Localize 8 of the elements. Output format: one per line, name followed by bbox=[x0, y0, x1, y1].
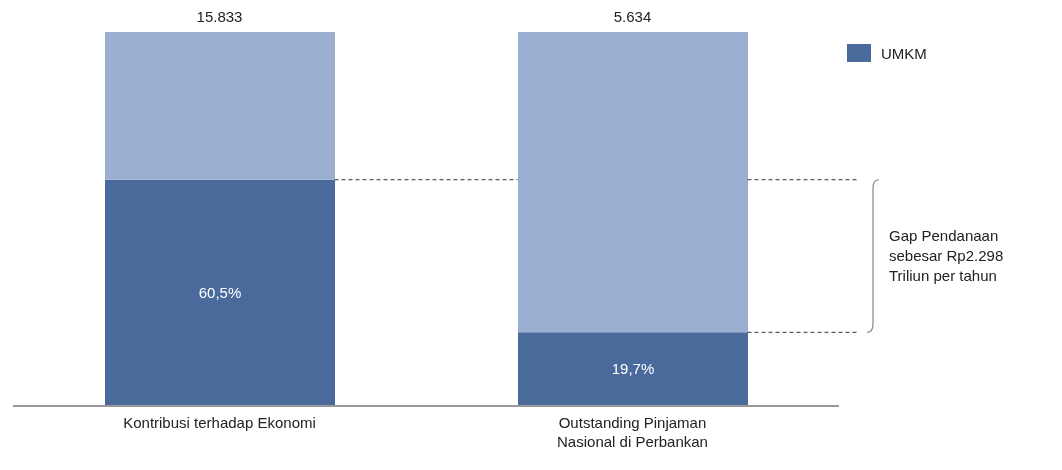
legend-label: UMKM bbox=[881, 44, 927, 62]
data-label: 60,5% bbox=[198, 283, 242, 301]
text: Gap Pendanaan sebesar Rp2.298 Triliun per tahun bbox=[889, 226, 1005, 286]
annotation: 5.634 bbox=[613, 8, 652, 25]
x-tick-label: Kontribusi terhadap Ekonomi bbox=[123, 414, 316, 431]
annotation: 15.833 bbox=[196, 8, 243, 25]
data-label: 19,7% bbox=[611, 360, 655, 378]
x-tick-label: Outstanding Pinjaman Nasional di Perbankan bbox=[557, 414, 708, 450]
